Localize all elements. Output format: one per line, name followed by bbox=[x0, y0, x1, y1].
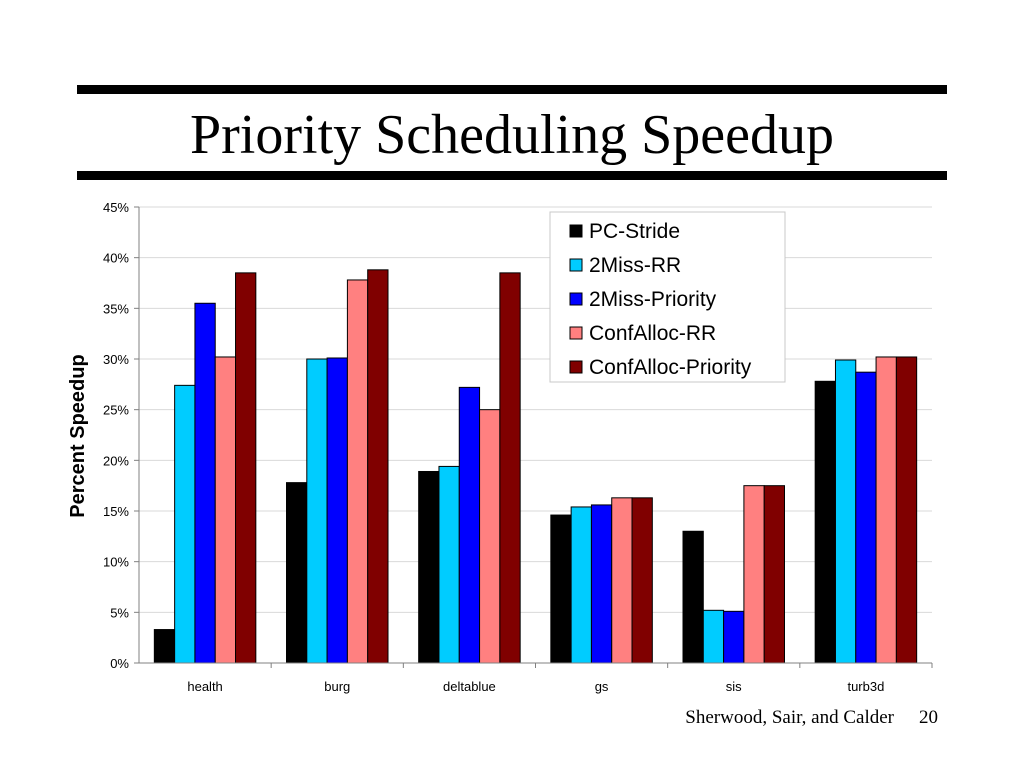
bar-2miss-priority-deltablue bbox=[458, 386, 481, 664]
x-tick-label: turb3d bbox=[847, 679, 884, 694]
bar-2miss-priority-sis bbox=[723, 610, 745, 664]
bar-pc-stride-health bbox=[153, 629, 176, 664]
y-tick-label: 20% bbox=[103, 453, 129, 468]
bar-2miss-rr-turb3d bbox=[834, 359, 857, 664]
y-tick-label: 40% bbox=[103, 251, 129, 266]
bar-2miss-rr-health bbox=[174, 384, 196, 664]
y-tick-label: 35% bbox=[103, 301, 129, 316]
page-number: 20 bbox=[919, 707, 938, 728]
bar-pc-stride-sis bbox=[682, 530, 704, 664]
legend-label: ConfAlloc-Priority bbox=[589, 356, 752, 379]
legend: PC-Stride 2Miss-RR 2Miss-Priority ConfAlloc… bbox=[549, 211, 786, 383]
bar-confalloc-priority-turb3d bbox=[895, 356, 918, 664]
bar-pc-stride-deltablue bbox=[418, 470, 440, 664]
footer-authors: Sherwood, Sair, and Calder bbox=[685, 707, 894, 728]
y-tick-label: 30% bbox=[103, 352, 129, 367]
bar-confalloc-priority-deltablue bbox=[499, 272, 521, 664]
bar-2miss-rr-sis bbox=[702, 609, 725, 664]
bars bbox=[153, 269, 918, 664]
bar-confalloc-rr-gs bbox=[611, 497, 633, 664]
bar-confalloc-priority-gs bbox=[631, 497, 653, 664]
legend-label: PC-Stride bbox=[589, 220, 680, 243]
bar-confalloc-rr-turb3d bbox=[875, 356, 897, 664]
bar-confalloc-rr-deltablue bbox=[479, 409, 501, 664]
y-tick-label: 10% bbox=[103, 555, 129, 570]
bar-confalloc-priority-burg bbox=[367, 269, 389, 664]
title-rule-top bbox=[77, 85, 947, 94]
legend-box bbox=[549, 211, 786, 383]
axes: 0% 5% 10% 15% 20% 25% 30% 35% 40% 45% health burg de… bbox=[103, 200, 933, 694]
legend-label: 2Miss-RR bbox=[589, 254, 681, 277]
bar-pc-stride-turb3d bbox=[814, 380, 836, 664]
y-tick-label: 15% bbox=[103, 504, 129, 519]
bar-confalloc-priority-sis bbox=[763, 485, 786, 664]
bar-2miss-rr-gs bbox=[570, 506, 592, 664]
legend-swatch bbox=[569, 292, 583, 306]
x-tick-label: health bbox=[187, 679, 222, 694]
title-rule-bottom bbox=[77, 171, 947, 180]
bar-confalloc-rr-sis bbox=[743, 485, 765, 664]
gridlines bbox=[139, 206, 932, 613]
x-tick-label: sis bbox=[726, 679, 742, 694]
y-axis-title: Percent Speedup bbox=[67, 354, 89, 517]
bar-confalloc-rr-burg bbox=[346, 279, 369, 664]
bar-2miss-priority-burg bbox=[326, 357, 348, 664]
legend-label: ConfAlloc-RR bbox=[589, 322, 716, 345]
y-tick-label: 5% bbox=[110, 605, 129, 620]
legend-label: 2Miss-Priority bbox=[589, 288, 717, 311]
bar-confalloc-rr-health bbox=[214, 356, 237, 664]
x-tick-label: gs bbox=[595, 679, 609, 694]
slide-title: Priority Scheduling Speedup bbox=[190, 104, 834, 166]
y-tick-label: 45% bbox=[103, 200, 129, 215]
bar-2miss-rr-burg bbox=[306, 358, 328, 664]
x-tick-label: deltablue bbox=[443, 679, 496, 694]
bar-2miss-priority-gs bbox=[590, 504, 613, 664]
legend-swatch bbox=[569, 224, 583, 238]
bar-2miss-priority-health bbox=[194, 302, 216, 664]
bar-pc-stride-gs bbox=[550, 514, 572, 664]
y-tick-label: 25% bbox=[103, 403, 129, 418]
y-tick-label: 0% bbox=[110, 656, 129, 671]
legend-swatch bbox=[569, 360, 583, 374]
bar-pc-stride-burg bbox=[286, 482, 308, 664]
bar-confalloc-priority-health bbox=[235, 272, 257, 664]
x-tick-label: burg bbox=[324, 679, 350, 694]
bar-2miss-priority-turb3d bbox=[855, 371, 877, 664]
legend-swatch bbox=[569, 258, 583, 272]
legend-swatch bbox=[569, 326, 583, 340]
bar-2miss-rr-deltablue bbox=[438, 465, 460, 664]
